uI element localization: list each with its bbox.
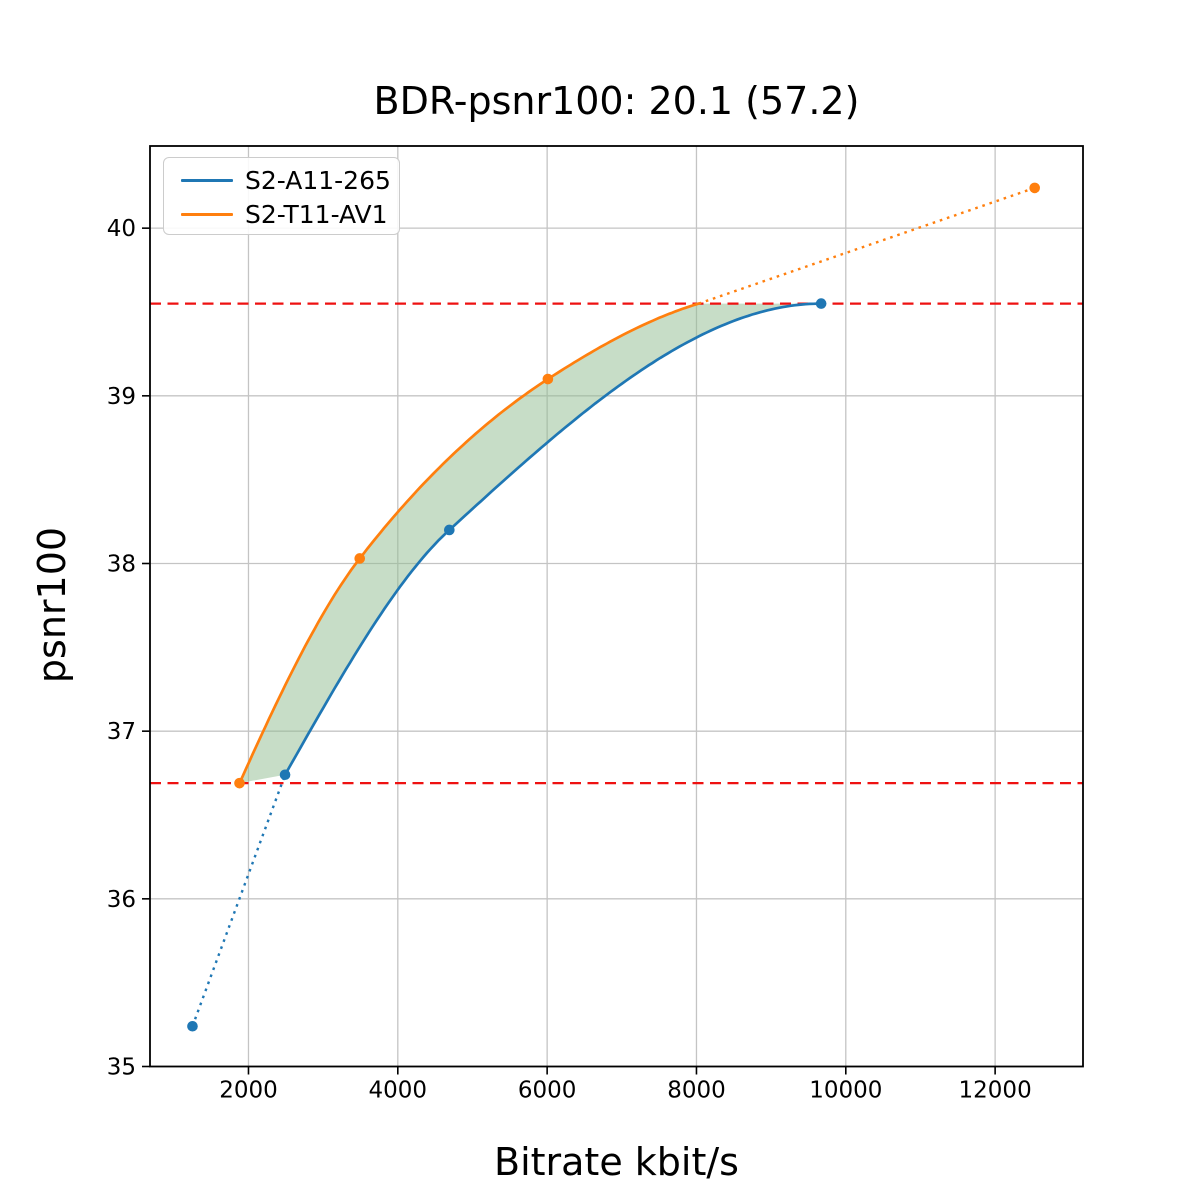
x-tick-label: 8000 bbox=[667, 1078, 726, 1104]
y-tick-label: 39 bbox=[107, 384, 136, 410]
y-tick-label: 35 bbox=[107, 1055, 136, 1081]
series-0-data-point bbox=[187, 1020, 198, 1032]
legend-label: S2-A11-265 bbox=[245, 165, 391, 195]
legend-label: S2-T11-AV1 bbox=[245, 199, 388, 229]
series-1-data-point bbox=[354, 553, 366, 564]
legend-line-sample-orange bbox=[181, 212, 233, 216]
series-1-data-point bbox=[1029, 182, 1040, 194]
legend-entry-s2-a11-265: S2-A11-265 bbox=[164, 163, 399, 197]
axes-frame bbox=[149, 145, 1084, 1068]
y-tick-label: 37 bbox=[107, 719, 136, 745]
legend-line-sample-blue bbox=[181, 178, 233, 182]
x-tick-label: 6000 bbox=[518, 1078, 577, 1104]
series-0-data-point bbox=[815, 298, 827, 309]
y-axis-label: psnr100 bbox=[30, 526, 74, 684]
y-tick-label: 38 bbox=[107, 551, 136, 577]
x-tick-label: 4000 bbox=[369, 1078, 428, 1104]
series-0-line bbox=[283, 302, 823, 777]
x-axis-label: Bitrate kbit/s bbox=[494, 1140, 739, 1184]
y-tick-label: 36 bbox=[107, 887, 136, 913]
x-tick-label: 2000 bbox=[219, 1078, 278, 1104]
series-1-dotted-line bbox=[698, 186, 1036, 305]
x-tick-label: 10000 bbox=[809, 1078, 882, 1104]
series-1-data-point bbox=[542, 373, 554, 385]
bd-overlap-region bbox=[239, 303, 822, 784]
chart-title: BDR-psnr100: 20.1 (57.2) bbox=[373, 79, 860, 123]
legend-entry-s2-t11-av1: S2-T11-AV1 bbox=[164, 197, 399, 231]
series-1-line bbox=[238, 302, 701, 785]
legend: S2-A11-265 S2-T11-AV1 bbox=[163, 157, 400, 235]
x-tick-label: 12000 bbox=[959, 1078, 1032, 1104]
series-0-dotted-line bbox=[191, 774, 287, 1027]
series-0-data-point bbox=[444, 524, 455, 536]
series-1-data-point bbox=[234, 777, 245, 789]
y-tick-label: 40 bbox=[107, 216, 136, 242]
series-0-data-point bbox=[279, 769, 291, 781]
